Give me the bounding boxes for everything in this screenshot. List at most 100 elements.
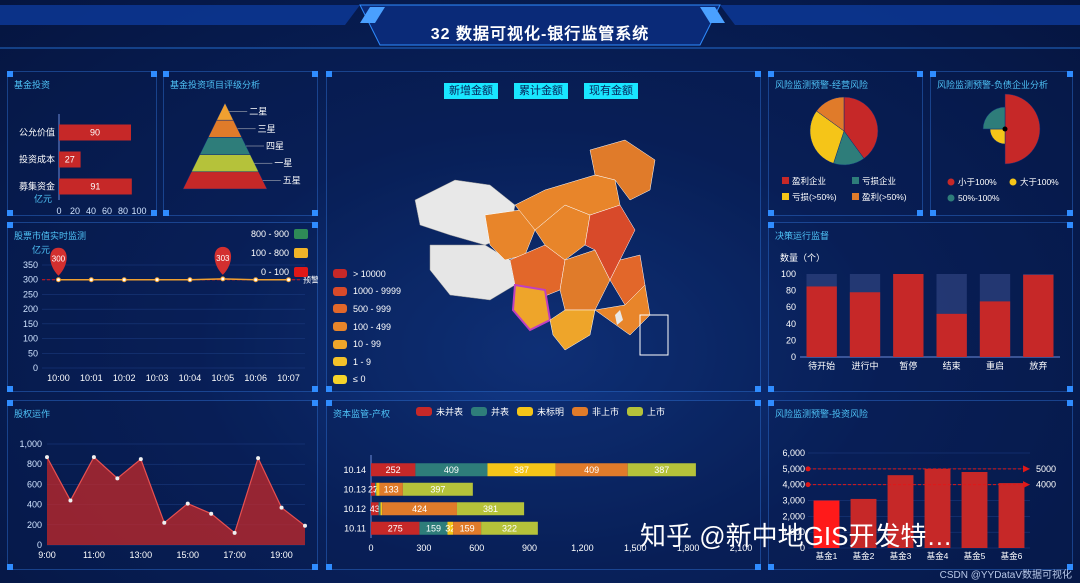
legend-swatch	[416, 407, 432, 416]
risk-debt-rose-chart: 小于100% 大于100% 50%-100%	[947, 93, 1059, 203]
panel-corner	[312, 71, 318, 77]
x-tick-label: 10:00	[47, 373, 70, 383]
y-tick-label: 4,000	[782, 480, 805, 490]
legend-swatch	[852, 193, 859, 200]
map-legend-item[interactable]: 1 - 9	[333, 353, 401, 371]
x-tick-label: 1,800	[677, 543, 700, 553]
y-tick-label: 10.11	[344, 523, 366, 533]
legend-swatch	[517, 407, 533, 416]
panel-corner	[755, 71, 761, 77]
panel-corner	[755, 386, 761, 392]
header: 32 数据可视化-银行监管系统	[0, 0, 1080, 62]
x-tick-label: 重启	[986, 360, 1004, 371]
legend-label: 非上市	[592, 406, 619, 417]
x-tick-label: 10:02	[113, 373, 136, 383]
pie-slice	[816, 96, 845, 132]
y-tick-label: 200	[23, 304, 38, 314]
bar	[924, 468, 951, 548]
x-tick-label: 基金2	[853, 551, 875, 561]
data-point	[253, 277, 259, 283]
panel-corner	[326, 386, 332, 392]
series-line	[46, 456, 306, 534]
x-tick-label: 100	[131, 206, 146, 216]
bar	[887, 475, 914, 548]
y-tick-label: 150	[23, 319, 38, 329]
x-tick-label: 基金4	[927, 551, 949, 561]
x-tick-label: 60	[102, 206, 112, 216]
y-tick-label: 20	[786, 335, 796, 345]
y-tick-label: 2,000	[782, 511, 805, 521]
map-legend-item[interactable]: > 10000	[333, 265, 401, 283]
stock-line-chart: 亿元 0 50 100 150 200 250 300 350 10:00 10:01 10:02 10…	[23, 229, 318, 383]
series-line	[58, 278, 289, 281]
data-point	[279, 505, 284, 510]
x-tick-label: 17:00	[223, 550, 246, 560]
data-point	[209, 511, 214, 516]
panel-title: 风险监测预警-经营风险	[775, 80, 868, 90]
panel-corner	[768, 71, 774, 77]
legend-swatch	[782, 177, 789, 184]
risk-invest-bar-chart: 0 1,000 2,000 3,000 4,000 5,000 6,000 基金1 基金2 基金3…	[782, 448, 1056, 561]
x-tick-label: 结束	[943, 360, 961, 371]
legend-label: 100 - 499	[353, 321, 392, 332]
legend-label: 未标明	[537, 406, 564, 417]
marker-pin	[214, 246, 232, 275]
map-btn-total-amount[interactable]: 累计金额	[514, 83, 568, 99]
legend-swatch	[333, 374, 347, 384]
legend-label: 盈利企业	[792, 176, 826, 186]
legend-swatch	[627, 407, 643, 416]
map-legend-item[interactable]: 10 - 99	[333, 335, 401, 353]
data-point	[187, 277, 193, 283]
china-map[interactable]	[395, 120, 675, 360]
panel-corner	[163, 210, 169, 216]
data-point	[154, 277, 160, 283]
bar	[813, 500, 840, 548]
x-tick-label: 进行中	[851, 360, 878, 371]
data-label: 90	[90, 128, 100, 138]
map-legend-item[interactable]: 1000 - 9999	[333, 283, 401, 301]
bar-segment	[371, 482, 376, 496]
legend-swatch	[333, 269, 347, 279]
bar-segment	[382, 502, 457, 516]
watermark: 知乎 @新中地GIS开发特…	[640, 521, 953, 551]
panel-corner	[1067, 222, 1073, 228]
panel-corner	[163, 71, 169, 77]
y-tick-label: 募集资金	[19, 181, 55, 192]
y-tick-label: 100	[781, 269, 796, 279]
panel-corner	[768, 386, 774, 392]
map-btn-current-amount[interactable]: 现有金额	[584, 83, 638, 99]
rose-slice	[989, 128, 1006, 145]
y-tick-label: 40	[786, 319, 796, 329]
data-point	[162, 520, 167, 525]
legend-swatch	[333, 357, 347, 367]
panel-corner	[1067, 400, 1073, 406]
panel-corner	[312, 222, 318, 228]
legend-swatch	[294, 229, 308, 239]
panel-corner	[312, 210, 318, 216]
bar-segment	[378, 502, 381, 516]
y-tick-label: 10.12	[343, 504, 366, 514]
map-btn-new-amount[interactable]: 新增金额	[444, 83, 498, 99]
bar	[850, 498, 877, 548]
data-label: 424	[412, 504, 427, 514]
legend-swatch	[852, 177, 859, 184]
map-legend-item[interactable]: ≤ 0	[333, 371, 401, 389]
map-legend-item[interactable]: 500 - 999	[333, 300, 401, 318]
x-tick-label: 13:00	[130, 550, 153, 560]
legend-label: 100 - 800	[251, 248, 289, 258]
legend-label: 1 - 9	[353, 356, 372, 367]
panel-corner	[7, 71, 13, 77]
panel-corner	[1067, 210, 1073, 216]
bar-segment	[419, 521, 448, 535]
pie-slice	[843, 96, 879, 159]
data-label: 159	[460, 523, 475, 533]
legend-label: 50%-100%	[958, 193, 1000, 203]
x-tick-label: 300	[416, 543, 431, 553]
y-axis-title: 亿元	[32, 244, 50, 255]
map-legend-item[interactable]: 100 - 499	[333, 318, 401, 336]
equity-area-chart: 0 200 400 600 800 1,000 9:00 11:00 13:00 15:00 17:…	[19, 439, 307, 560]
panel-corner	[7, 564, 13, 570]
data-point	[185, 501, 190, 506]
